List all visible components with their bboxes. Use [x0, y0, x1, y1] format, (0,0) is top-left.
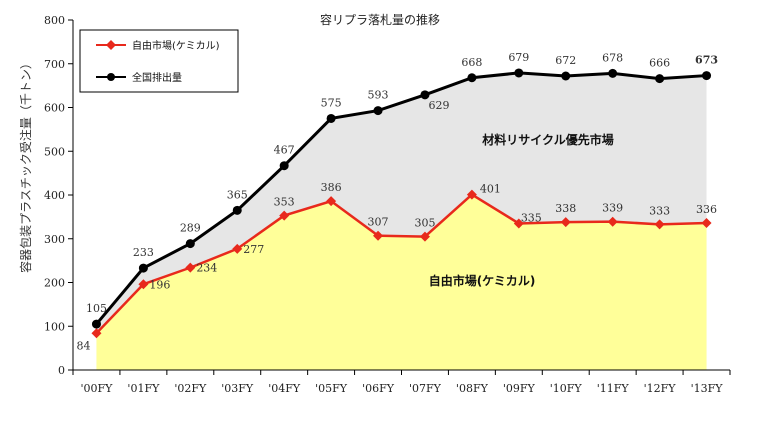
data-label-free-market: 339 — [602, 202, 623, 215]
series-line-free-market — [95, 193, 707, 335]
data-label-national: 678 — [602, 51, 623, 64]
x-tick-label: '09FY — [503, 382, 536, 395]
area-layer — [96, 72, 707, 370]
point-national — [608, 68, 618, 78]
point-national — [279, 161, 289, 171]
point-free-market — [91, 328, 102, 339]
point-free-market — [607, 216, 618, 227]
point-free-market — [232, 243, 243, 254]
x-tick-label: '07FY — [409, 382, 442, 395]
point-national — [185, 239, 195, 249]
y-tick-label: 300 — [44, 233, 65, 246]
point-free-market — [701, 218, 712, 228]
data-label-free-market: 336 — [696, 203, 717, 216]
chart-title: 容リプラ落札量の推移 — [320, 12, 440, 27]
y-axis-label: 容器包装プラスチック受注量（千トン） — [18, 57, 33, 273]
series-line-national — [95, 71, 707, 326]
point-national — [514, 68, 524, 78]
data-label-national: 666 — [649, 57, 670, 70]
data-label-free-market: 196 — [149, 278, 170, 291]
data-label-free-market: 335 — [521, 211, 542, 224]
data-label-free-market: 234 — [196, 262, 217, 275]
y-tick-label: 800 — [44, 14, 65, 27]
x-tick-label: '11FY — [597, 382, 630, 395]
annotation-material-recycling: 材料リサイクル優先市場 — [481, 132, 613, 147]
x-tick-label: '05FY — [315, 382, 348, 395]
legend-marker-national — [107, 73, 115, 81]
x-tick-label: '12FY — [644, 382, 677, 395]
x-tick-label: '04FY — [268, 382, 301, 395]
point-national — [655, 74, 665, 84]
data-label-free-market: 401 — [480, 183, 501, 196]
x-tick-label: '01FY — [127, 382, 160, 395]
data-label-free-market: 277 — [243, 243, 264, 256]
y-tick-label: 700 — [44, 58, 65, 71]
legend-marker-free-market — [106, 40, 116, 50]
annotation-free-market: 自由市場(ケミカル) — [429, 273, 536, 288]
point-national — [467, 73, 477, 83]
y-tick-label: 500 — [44, 145, 65, 158]
line-layer — [91, 68, 712, 339]
point-national — [326, 113, 336, 123]
x-tick-label: '10FY — [550, 382, 583, 395]
point-free-market — [326, 196, 337, 207]
y-tick-label: 600 — [44, 102, 65, 115]
data-label-national: 575 — [321, 96, 342, 109]
data-label-free-market: 307 — [368, 216, 389, 229]
legend-label-free-market: 自由市場(ケミカル) — [132, 39, 220, 52]
legend-label-national: 全国排出量 — [132, 71, 182, 84]
label-layer: 105 233 289 365 467 575 593 629 668 679 672 678 666 6… — [76, 51, 718, 352]
point-free-market — [560, 217, 571, 228]
point-free-market — [279, 210, 290, 221]
data-label-national: 673 — [695, 54, 718, 67]
y-tick-label: 0 — [58, 364, 65, 377]
data-label-national: 668 — [461, 56, 482, 69]
point-national — [420, 90, 430, 100]
x-tick-label: '00FY — [81, 382, 114, 395]
y-tick-label: 400 — [44, 189, 65, 202]
data-label-free-market: 338 — [555, 202, 576, 215]
x-tick-label: '13FY — [691, 382, 724, 395]
data-label-national: 679 — [508, 51, 529, 64]
data-label-national: 629 — [428, 99, 449, 112]
point-free-market — [419, 231, 430, 242]
data-label-free-market: 333 — [649, 204, 670, 217]
area-free-market — [96, 194, 707, 370]
data-label-national: 105 — [86, 302, 107, 315]
point-free-market — [138, 279, 149, 290]
point-national — [232, 205, 242, 215]
point-national — [373, 106, 383, 116]
point-free-market — [466, 189, 477, 200]
y-tick-label: 200 — [44, 277, 65, 290]
x-tick-label: '08FY — [456, 382, 489, 395]
point-national — [138, 263, 148, 273]
point-free-market — [513, 218, 524, 229]
legend: 自由市場(ケミカル) 全国排出量 — [79, 29, 239, 93]
axis-layer: 0 100 200 300 400 500 600 700 800 '00FY '01FY '02FY… — [44, 14, 731, 395]
data-label-national: 672 — [555, 54, 576, 67]
x-tick-label: '06FY — [362, 382, 395, 395]
data-label-free-market: 386 — [321, 181, 342, 194]
data-label-free-market: 305 — [414, 217, 435, 230]
legend-box — [79, 29, 239, 93]
data-label-free-market: 84 — [76, 339, 90, 352]
data-label-national: 233 — [133, 246, 154, 259]
data-label-national: 289 — [180, 222, 201, 235]
data-label-national: 365 — [227, 188, 248, 201]
point-national — [561, 71, 571, 81]
x-tick-label: '02FY — [174, 382, 207, 395]
point-national — [702, 71, 712, 81]
y-tick-label: 100 — [44, 320, 65, 333]
point-free-market — [654, 219, 665, 230]
data-label-free-market: 353 — [274, 196, 295, 209]
point-free-market — [185, 262, 196, 273]
point-national — [91, 319, 101, 329]
data-label-national: 467 — [274, 144, 295, 157]
data-label-national: 593 — [368, 89, 389, 102]
x-tick-label: '03FY — [221, 382, 254, 395]
point-free-market — [373, 230, 384, 241]
